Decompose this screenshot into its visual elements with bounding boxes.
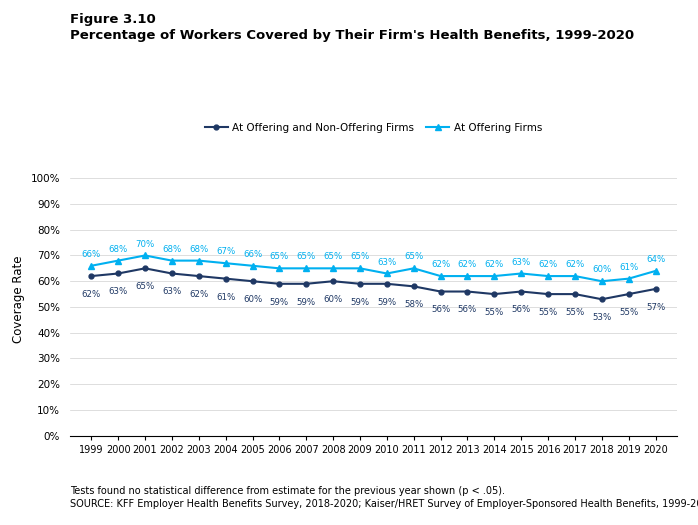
Text: 62%: 62%	[565, 260, 585, 269]
At Offering Firms	[275, 265, 283, 271]
Text: 65%: 65%	[323, 253, 343, 261]
At Offering Firms	[436, 273, 445, 279]
Text: 61%: 61%	[619, 262, 638, 272]
Text: 68%: 68%	[109, 245, 128, 254]
Text: 68%: 68%	[189, 245, 209, 254]
Text: 59%: 59%	[378, 298, 396, 307]
Text: 66%: 66%	[243, 250, 262, 259]
At Offering and Non-Offering Firms	[221, 276, 230, 282]
At Offering and Non-Offering Firms	[356, 281, 364, 287]
Text: SOURCE: KFF Employer Health Benefits Survey, 2018-2020; Kaiser/HRET Survey of Em: SOURCE: KFF Employer Health Benefits Sur…	[70, 499, 698, 509]
Text: 65%: 65%	[269, 253, 289, 261]
Text: 61%: 61%	[216, 292, 235, 301]
Text: 56%: 56%	[512, 306, 531, 314]
Y-axis label: Coverage Rate: Coverage Rate	[12, 256, 25, 343]
Text: 60%: 60%	[323, 295, 343, 304]
Text: 62%: 62%	[484, 260, 504, 269]
Text: 56%: 56%	[458, 306, 477, 314]
Legend: At Offering and Non-Offering Firms, At Offering Firms: At Offering and Non-Offering Firms, At O…	[201, 119, 546, 137]
Text: 55%: 55%	[565, 308, 585, 317]
At Offering and Non-Offering Firms	[141, 265, 149, 271]
At Offering Firms	[87, 262, 96, 269]
Text: 65%: 65%	[350, 253, 370, 261]
At Offering Firms	[597, 278, 606, 285]
At Offering and Non-Offering Firms	[275, 281, 283, 287]
Text: 59%: 59%	[297, 298, 315, 307]
At Offering and Non-Offering Firms	[195, 273, 203, 279]
Line: At Offering and Non-Offering Firms: At Offering and Non-Offering Firms	[89, 266, 658, 302]
At Offering and Non-Offering Firms	[168, 270, 176, 277]
Text: 68%: 68%	[162, 245, 181, 254]
Line: At Offering Firms: At Offering Firms	[88, 252, 659, 285]
At Offering and Non-Offering Firms	[544, 291, 552, 297]
Text: 62%: 62%	[431, 260, 450, 269]
Text: 56%: 56%	[431, 306, 450, 314]
Text: 59%: 59%	[350, 298, 369, 307]
Text: 63%: 63%	[162, 287, 181, 297]
At Offering Firms	[356, 265, 364, 271]
Text: 53%: 53%	[592, 313, 611, 322]
Text: 65%: 65%	[404, 253, 424, 261]
Text: 60%: 60%	[243, 295, 262, 304]
Text: Figure 3.10: Figure 3.10	[70, 13, 156, 26]
Text: 65%: 65%	[297, 253, 316, 261]
At Offering Firms	[571, 273, 579, 279]
At Offering Firms	[221, 260, 230, 266]
At Offering and Non-Offering Firms	[651, 286, 660, 292]
Text: 66%: 66%	[82, 250, 101, 259]
Text: 63%: 63%	[109, 287, 128, 297]
Text: 62%: 62%	[189, 290, 209, 299]
At Offering and Non-Offering Firms	[625, 291, 633, 297]
At Offering and Non-Offering Firms	[517, 288, 526, 295]
At Offering Firms	[383, 270, 391, 277]
Text: 55%: 55%	[538, 308, 558, 317]
Text: 67%: 67%	[216, 247, 235, 256]
At Offering Firms	[302, 265, 311, 271]
At Offering Firms	[329, 265, 337, 271]
Text: 63%: 63%	[377, 258, 396, 267]
Text: 55%: 55%	[484, 308, 504, 317]
At Offering and Non-Offering Firms	[302, 281, 311, 287]
At Offering Firms	[141, 253, 149, 259]
At Offering Firms	[168, 257, 176, 264]
Text: 62%: 62%	[458, 260, 477, 269]
Text: 57%: 57%	[646, 303, 665, 312]
At Offering and Non-Offering Firms	[436, 288, 445, 295]
At Offering and Non-Offering Firms	[597, 296, 606, 302]
At Offering Firms	[410, 265, 418, 271]
At Offering Firms	[195, 257, 203, 264]
At Offering and Non-Offering Firms	[329, 278, 337, 285]
At Offering and Non-Offering Firms	[248, 278, 257, 285]
At Offering Firms	[517, 270, 526, 277]
Text: 58%: 58%	[404, 300, 424, 309]
Text: 70%: 70%	[135, 239, 155, 248]
Text: Tests found no statistical difference from estimate for the previous year shown : Tests found no statistical difference fr…	[70, 486, 505, 496]
Text: 62%: 62%	[538, 260, 558, 269]
At Offering and Non-Offering Firms	[114, 270, 122, 277]
At Offering and Non-Offering Firms	[463, 288, 472, 295]
At Offering and Non-Offering Firms	[87, 273, 96, 279]
At Offering and Non-Offering Firms	[571, 291, 579, 297]
At Offering and Non-Offering Firms	[383, 281, 391, 287]
Text: 64%: 64%	[646, 255, 665, 264]
At Offering and Non-Offering Firms	[410, 283, 418, 289]
Text: Percentage of Workers Covered by Their Firm's Health Benefits, 1999-2020: Percentage of Workers Covered by Their F…	[70, 29, 634, 42]
Text: 60%: 60%	[592, 265, 611, 274]
At Offering Firms	[625, 276, 633, 282]
At Offering Firms	[651, 268, 660, 274]
Text: 65%: 65%	[135, 282, 155, 291]
At Offering Firms	[544, 273, 552, 279]
Text: 63%: 63%	[512, 258, 531, 267]
At Offering Firms	[463, 273, 472, 279]
Text: 59%: 59%	[270, 298, 289, 307]
At Offering and Non-Offering Firms	[490, 291, 498, 297]
At Offering Firms	[490, 273, 498, 279]
Text: 62%: 62%	[82, 290, 101, 299]
At Offering Firms	[248, 262, 257, 269]
At Offering Firms	[114, 257, 122, 264]
Text: 55%: 55%	[619, 308, 638, 317]
